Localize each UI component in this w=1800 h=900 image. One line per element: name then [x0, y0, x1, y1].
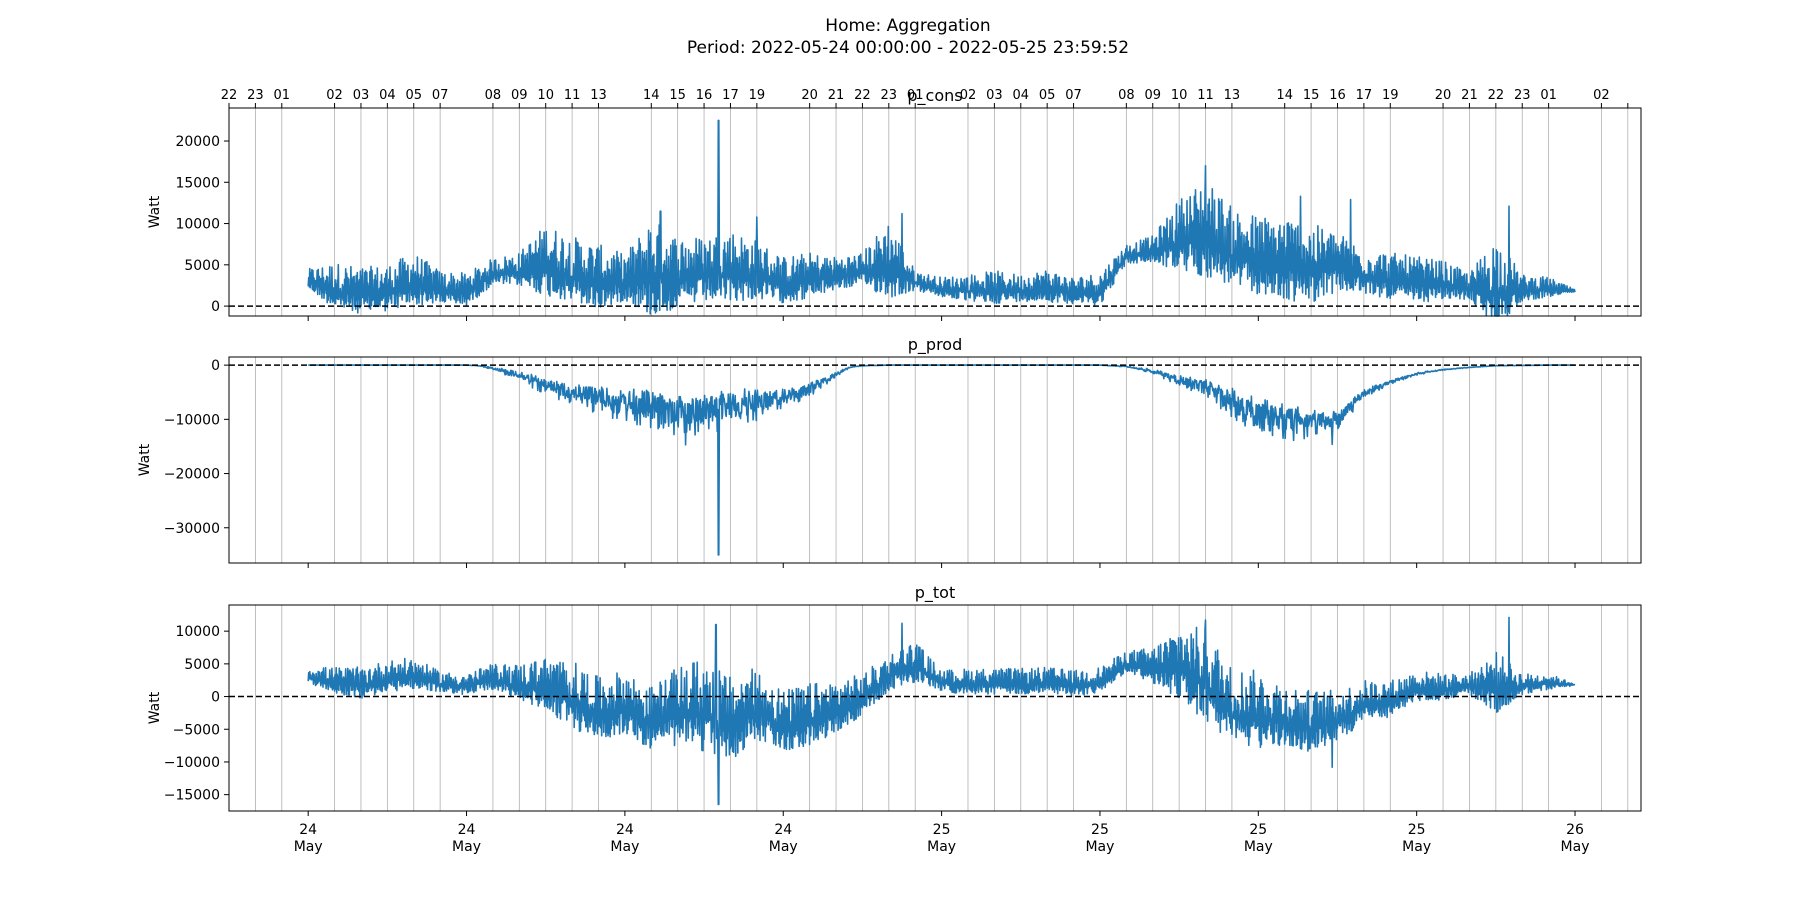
- x-tick-day-label: 24: [616, 822, 634, 838]
- top-tick-label: 21: [1461, 88, 1478, 103]
- top-tick-label: 01: [1540, 88, 1557, 103]
- axes-frame: [228, 356, 1642, 564]
- y-tick-label: −15000: [164, 788, 220, 804]
- x-tick-month-label: May: [1085, 839, 1114, 855]
- top-tick-label: 09: [511, 88, 528, 103]
- x-tick-day-label: 25: [1249, 822, 1267, 838]
- axes-frame: [228, 604, 1642, 812]
- x-tick-day-label: 25: [1408, 822, 1426, 838]
- y-axis-label: Watt: [147, 195, 163, 228]
- x-tick-month-label: May: [1244, 839, 1273, 855]
- panel-title: p_prod: [908, 335, 962, 355]
- top-tick-label: 03: [353, 88, 370, 103]
- top-tick-label: 01: [274, 88, 291, 103]
- x-tick-month-label: May: [452, 839, 481, 855]
- top-tick-label: 03: [986, 88, 1003, 103]
- top-tick-label: 22: [221, 88, 238, 103]
- top-tick-label: 17: [1356, 88, 1373, 103]
- figure-subtitle: Period: 2022-05-24 00:00:00 - 2022-05-25…: [687, 38, 1129, 58]
- axes-frame: [228, 107, 1642, 317]
- top-tick-label: 16: [1329, 88, 1346, 103]
- top-tick-label: 15: [1303, 88, 1320, 103]
- panel-title: p_cons: [907, 86, 962, 106]
- top-tick-label: 23: [881, 88, 898, 103]
- top-tick-label: 22: [1488, 88, 1505, 103]
- top-tick-label: 10: [537, 88, 554, 103]
- top-tick-label: 02: [1593, 88, 1610, 103]
- top-tick-label: 09: [1144, 88, 1161, 103]
- y-tick-label: 10000: [175, 217, 220, 233]
- top-tick-label: 04: [379, 88, 396, 103]
- top-tick-label: 05: [405, 88, 422, 103]
- panels-container: p_cons 0 5000 10000 15000 20000 Watt p_prod 0 −10…: [137, 86, 1642, 855]
- x-tick-day-label: 24: [458, 822, 476, 838]
- top-tick-label: 02: [960, 88, 977, 103]
- top-tick-label: 08: [1118, 88, 1135, 103]
- panel-title: p_tot: [915, 583, 956, 603]
- y-tick-label: 0: [211, 299, 220, 315]
- top-tick-label: 23: [1514, 88, 1531, 103]
- top-tick-label: 23: [247, 88, 264, 103]
- x-tick-month-label: May: [769, 839, 798, 855]
- y-axis-label: Watt: [147, 691, 163, 724]
- x-tick-month-label: May: [294, 839, 323, 855]
- y-tick-label: 5000: [184, 258, 220, 274]
- top-tick-label: 11: [564, 88, 581, 103]
- panel-p-cons: p_cons 0 5000 10000 15000 20000 Watt: [147, 86, 1642, 321]
- top-tick-label: 14: [643, 88, 660, 103]
- top-tick-label: 19: [749, 88, 766, 103]
- y-tick-label: 20000: [175, 134, 220, 150]
- x-tick-day-label: 26: [1566, 822, 1584, 838]
- y-tick-label: −20000: [164, 467, 220, 483]
- top-tick-label: 01: [907, 88, 924, 103]
- y-tick-label: −10000: [164, 755, 220, 771]
- top-tick-label: 11: [1197, 88, 1214, 103]
- top-tick-label: 22: [854, 88, 871, 103]
- x-tick-month-label: May: [927, 839, 956, 855]
- top-tick-label: 15: [669, 88, 686, 103]
- y-tick-label: −10000: [164, 412, 220, 428]
- x-tick-day-label: 25: [1091, 822, 1109, 838]
- y-axis-label: Watt: [137, 443, 153, 476]
- y-tick-label: 15000: [175, 175, 220, 191]
- series-line-p-tot: [307, 616, 1576, 806]
- top-hour-axis: 22 23 01 02 03 04 05 07 08 09 10 11 13 14 15 16 17 19 20 21…: [221, 88, 1629, 108]
- top-tick-label: 16: [696, 88, 713, 103]
- bottom-date-axis: 24May24May24May24May25May25May25May25May…: [294, 822, 1590, 855]
- x-tick-month-label: May: [1402, 839, 1431, 855]
- top-tick-label: 02: [326, 88, 343, 103]
- x-tick-month-label: May: [1561, 839, 1590, 855]
- top-tick-label: 10: [1171, 88, 1188, 103]
- top-tick-label: 19: [1382, 88, 1399, 103]
- top-tick-label: 21: [828, 88, 845, 103]
- x-tick-day-label: 25: [933, 822, 951, 838]
- y-tick-label: 0: [211, 358, 220, 374]
- top-tick-label: 13: [590, 88, 607, 103]
- x-tick-month-label: May: [610, 839, 639, 855]
- top-tick-label: 20: [801, 88, 818, 103]
- figure-title: Home: Aggregation: [825, 16, 990, 36]
- y-tick-label: −30000: [164, 521, 220, 537]
- top-tick-label: 14: [1276, 88, 1293, 103]
- y-tick-label: 5000: [184, 657, 220, 673]
- top-tick-label: 13: [1224, 88, 1241, 103]
- series-line-p-cons: [307, 119, 1576, 317]
- panel-p-tot: p_tot −15000 −10000 −5000 0 5000 10000 Watt: [147, 583, 1642, 816]
- x-tick-day-label: 24: [299, 822, 317, 838]
- panel-p-prod: p_prod 0 −10000 −20000 −30000 Watt: [137, 335, 1642, 568]
- top-tick-label: 04: [1013, 88, 1030, 103]
- y-tick-label: 10000: [175, 624, 220, 640]
- x-tick-day-label: 24: [774, 822, 792, 838]
- top-tick-label: 05: [1039, 88, 1056, 103]
- series-line-p-prod: [307, 364, 1576, 556]
- top-tick-label: 08: [485, 88, 502, 103]
- top-tick-label: 20: [1435, 88, 1452, 103]
- top-tick-label: 17: [722, 88, 739, 103]
- y-tick-label: −5000: [173, 722, 220, 738]
- top-tick-label: 07: [1065, 88, 1082, 103]
- top-tick-label: 07: [432, 88, 449, 103]
- y-tick-label: 0: [211, 690, 220, 706]
